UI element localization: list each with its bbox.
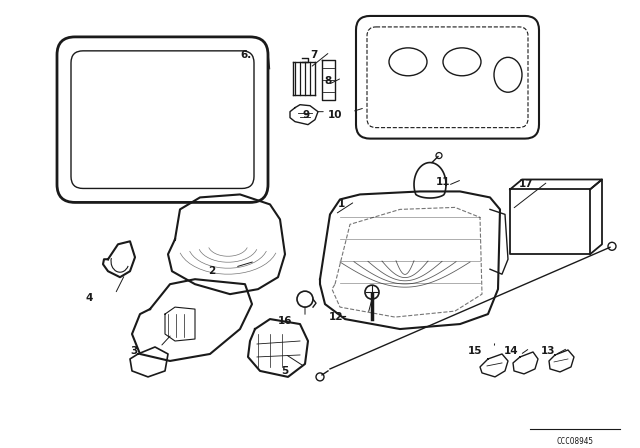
Text: 6.: 6. [241, 50, 252, 60]
Text: 7: 7 [310, 50, 318, 60]
Text: 13: 13 [541, 346, 555, 356]
Text: 14: 14 [504, 346, 518, 356]
Text: 10: 10 [328, 110, 342, 120]
Text: 11: 11 [435, 177, 450, 187]
Text: 9: 9 [303, 110, 310, 120]
Text: 15: 15 [467, 346, 482, 356]
Text: 3: 3 [131, 346, 138, 356]
Text: 8: 8 [324, 76, 332, 86]
Text: 17: 17 [518, 180, 533, 190]
Text: 12-: 12- [329, 312, 348, 322]
Text: 2: 2 [208, 266, 215, 276]
Text: 1: 1 [338, 199, 345, 209]
Text: 4: 4 [86, 293, 93, 303]
Text: 5: 5 [281, 366, 288, 376]
Text: 16: 16 [278, 316, 292, 326]
Text: CCCO8945: CCCO8945 [557, 437, 593, 446]
